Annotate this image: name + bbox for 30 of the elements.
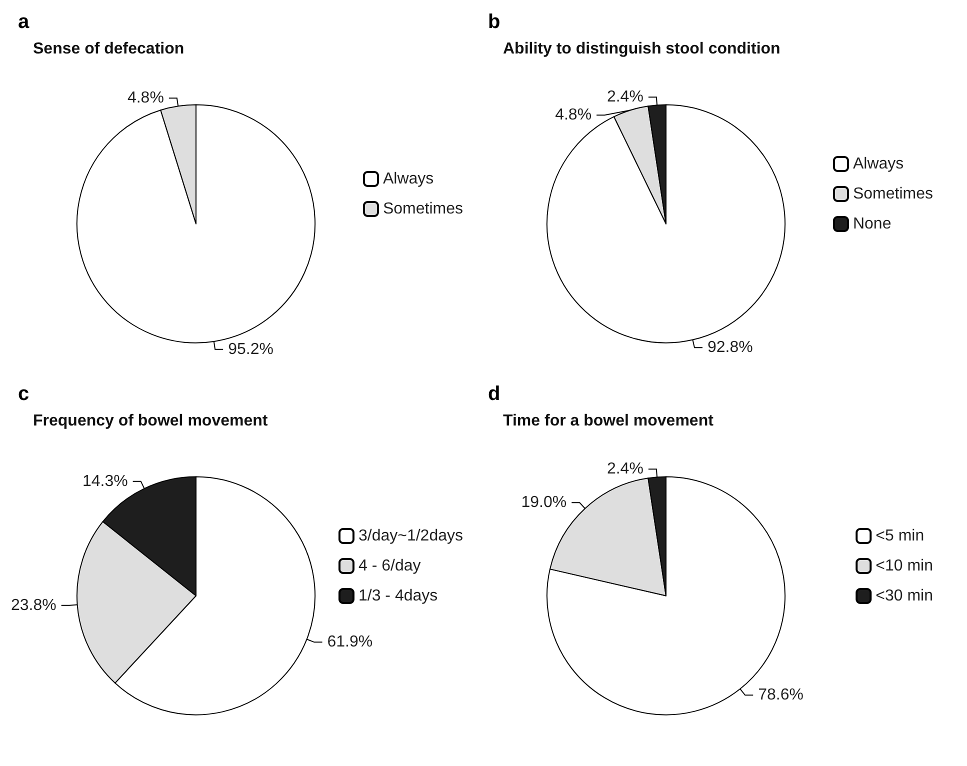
chart-title: Ability to distinguish stool condition: [503, 40, 780, 58]
legend-label: <10 min: [876, 558, 934, 574]
chart-title: Sense of defecation: [33, 40, 184, 58]
data-label: 95.2%: [228, 340, 274, 358]
data-label: 19.0%: [521, 494, 567, 512]
data-label: 92.8%: [707, 339, 753, 356]
legend-label: <5 min: [876, 528, 924, 544]
data-label: 61.9%: [327, 634, 373, 651]
legend-label: Always: [852, 156, 904, 172]
legend-label: <30 min: [876, 588, 934, 604]
legend-label: 1/3 - 4days: [358, 588, 438, 604]
data-label: 2.4%: [606, 460, 644, 478]
text: d: [488, 383, 500, 405]
legend-label: Sometimes: [852, 186, 934, 202]
legend-label: None: [852, 216, 892, 232]
data-label: 78.6%: [758, 686, 804, 704]
data-label: 4.8%: [555, 106, 592, 124]
legend-label: 4 - 6/day: [358, 558, 421, 574]
chart-title: Time for a bowel movement: [503, 412, 714, 430]
chart-title: Frequency of bowel movement: [33, 412, 268, 430]
legend-label: Sometimes: [382, 200, 464, 218]
data-label: 2.4%: [606, 88, 644, 106]
text: a: [18, 11, 30, 33]
data-label: 14.3%: [82, 472, 128, 490]
legend-label: Always: [382, 170, 434, 188]
text: b: [488, 11, 500, 33]
legend-label: 3/day~1/2days: [358, 528, 464, 544]
data-label: 23.8%: [10, 596, 56, 614]
data-label: 4.8%: [127, 90, 164, 107]
text: c: [18, 383, 30, 405]
